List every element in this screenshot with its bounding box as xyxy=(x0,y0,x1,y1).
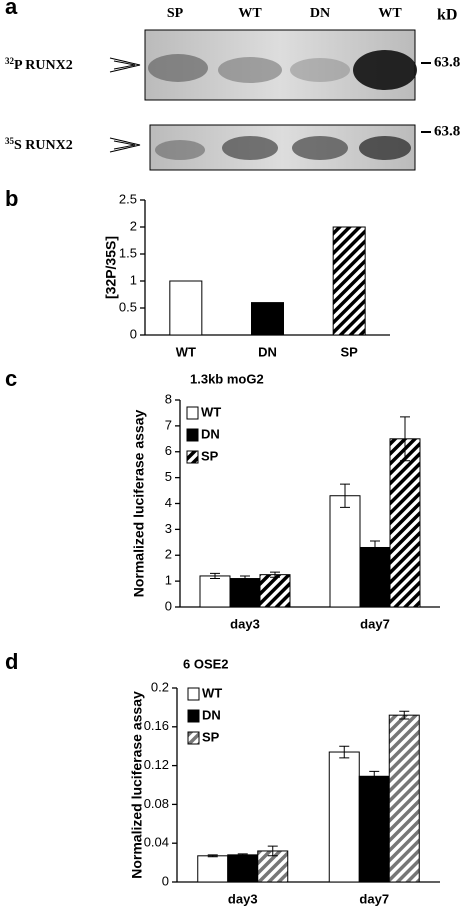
legend-label: WT xyxy=(201,404,221,419)
blot-2 xyxy=(149,124,416,171)
y-tick-label: 2 xyxy=(165,547,172,562)
marker: 63.8 xyxy=(434,54,460,70)
protein: P RUNX2 xyxy=(14,58,73,73)
panel-label: d xyxy=(5,649,18,674)
y-axis-label: [32P/35S] xyxy=(103,236,119,299)
legend-swatch xyxy=(187,709,200,723)
error-bar xyxy=(237,853,248,857)
unit-label: kD xyxy=(437,7,457,24)
y-tick-label: 0 xyxy=(162,873,169,888)
y-tick-label: 1.5 xyxy=(119,245,137,260)
error-bar xyxy=(340,483,350,508)
legend-swatch xyxy=(186,406,199,420)
y-tick-label: 8 xyxy=(165,391,172,406)
y-tick-label: 0 xyxy=(165,598,172,613)
y-axis-label: Normalized luciferase assay xyxy=(131,410,147,598)
y-tick-label: 5 xyxy=(165,469,172,484)
x-tick-label: day7 xyxy=(359,891,389,906)
y-tick-label: 2.5 xyxy=(119,191,137,206)
bar xyxy=(359,546,391,608)
y-tick-label: 1 xyxy=(130,272,137,287)
protein: S RUNX2 xyxy=(14,138,73,153)
legend-label: SP xyxy=(201,448,219,463)
y-tick-label: 0.04 xyxy=(144,835,169,850)
bar xyxy=(197,855,229,883)
bar xyxy=(388,714,420,883)
y-tick-label: 0.5 xyxy=(119,299,137,314)
legend-label: WT xyxy=(202,685,222,700)
y-tick-label: 0.08 xyxy=(144,796,169,811)
bar xyxy=(328,751,360,883)
error-bar xyxy=(400,416,410,462)
chart-title: 6 OSE2 xyxy=(183,656,229,671)
bar xyxy=(332,226,366,336)
bar xyxy=(169,280,203,336)
error-bar xyxy=(399,710,410,720)
lane-label: WT xyxy=(378,6,402,21)
bar xyxy=(229,578,261,608)
bar xyxy=(227,854,259,883)
x-tick-label: day7 xyxy=(360,616,390,631)
isotope: 32 xyxy=(5,56,15,66)
arrows xyxy=(109,57,141,153)
error-bar xyxy=(210,572,220,580)
blot-1 xyxy=(144,29,417,101)
y-tick-label: 6 xyxy=(165,443,172,458)
error-bar xyxy=(240,575,250,582)
legend-swatch xyxy=(186,450,199,464)
x-tick-label: SP xyxy=(340,344,358,359)
y-tick-label: 3 xyxy=(165,521,172,536)
legend-swatch xyxy=(187,731,200,745)
blot-row-label: 35S RUNX2 xyxy=(5,136,73,153)
x-tick-label: WT xyxy=(176,344,196,359)
blot-row-label: 32P RUNX2 xyxy=(5,56,73,73)
chart-title: 1.3kb moG2 xyxy=(190,371,264,386)
bar xyxy=(329,495,361,608)
y-tick-label: 0.2 xyxy=(151,679,169,694)
legend-swatch xyxy=(187,687,200,701)
panel-label: a xyxy=(5,0,18,19)
lane-label: SP xyxy=(167,6,184,21)
legend-label: SP xyxy=(202,729,220,744)
y-axis-label: Normalized luciferase assay xyxy=(129,691,145,879)
error-bar xyxy=(369,770,380,782)
bar xyxy=(259,574,291,608)
y-tick-label: 7 xyxy=(165,417,172,432)
y-tick-label: 1 xyxy=(165,573,172,588)
x-tick-label: day3 xyxy=(228,891,258,906)
panel-label: c xyxy=(5,366,17,391)
lane-label: DN xyxy=(310,6,330,21)
bar xyxy=(389,438,421,608)
error-bar xyxy=(270,571,280,578)
y-tick-label: 0.12 xyxy=(144,757,169,772)
isotope: 35 xyxy=(5,136,15,146)
x-tick-label: day3 xyxy=(230,616,260,631)
panel-label: b xyxy=(5,186,18,211)
legend-label: DN xyxy=(202,707,221,722)
error-bar xyxy=(339,745,350,759)
bar xyxy=(199,575,231,608)
error-bar xyxy=(370,540,380,555)
error-bar xyxy=(207,854,218,858)
lane-label: WT xyxy=(238,6,262,21)
y-tick-label: 0 xyxy=(130,326,137,341)
legend-swatch xyxy=(186,428,199,442)
marker: 63.8 xyxy=(434,123,460,139)
x-tick-label: DN xyxy=(258,344,277,359)
y-tick-label: 2 xyxy=(130,218,137,233)
y-tick-label: 0.16 xyxy=(144,718,169,733)
bar xyxy=(358,775,390,883)
bar xyxy=(251,302,284,336)
error-bar xyxy=(267,845,278,857)
legend-label: DN xyxy=(201,426,220,441)
y-tick-label: 4 xyxy=(165,495,172,510)
